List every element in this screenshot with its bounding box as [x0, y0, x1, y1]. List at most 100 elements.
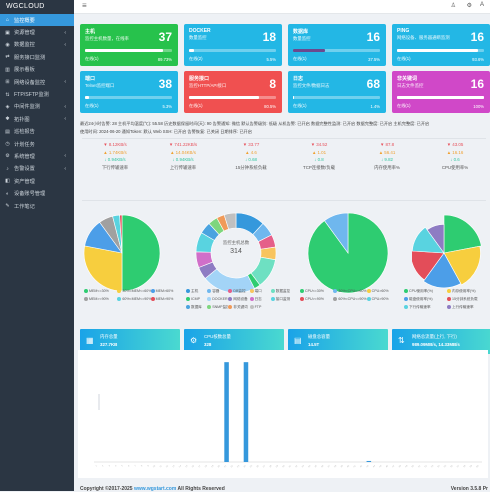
sidebar-item-11[interactable]: ⚙ 系统管理 ‹ — [0, 150, 74, 162]
legend-item[interactable]: MEM<=30% — [84, 288, 117, 294]
kpi-card[interactable]: ⚙ CPU核数总量 328 — [184, 329, 284, 354]
stat-avg: ▲ 16.16 — [446, 149, 464, 155]
info-line-1: 最近24小时告警: 28 主机平均温度(℃): 55.58 历史数据保留时间(天… — [80, 121, 430, 126]
pie-slice[interactable] — [119, 214, 123, 254]
legend-item[interactable]: 网络设备 — [228, 296, 249, 302]
stat-label: 15分钟系统负载 — [235, 164, 267, 170]
legend-item[interactable]: DOCKER — [207, 296, 228, 302]
legend-item[interactable]: 接口监测 — [270, 296, 292, 302]
bar[interactable] — [224, 362, 229, 462]
board-icon: ▥ — [5, 66, 10, 73]
card-progress-fill — [189, 49, 195, 52]
sidebar-item-10[interactable]: ◷ 计划任务 — [0, 138, 74, 150]
card-count: 8 — [269, 77, 276, 91]
user-menu[interactable]: A — [479, 2, 484, 8]
summary-card[interactable]: DOCKER 数量监控 18 在线(2) 5.5% — [184, 24, 282, 66]
legend-item[interactable]: 数据监控 — [270, 288, 292, 294]
pie-slice[interactable] — [223, 212, 237, 230]
card-percent: 1.4% — [370, 104, 380, 109]
kpi-card[interactable]: ▦ 内存总量 327.7KB — [80, 329, 180, 354]
menu-toggle-icon[interactable]: ≡ — [82, 1, 87, 10]
legend-item[interactable]: 60%<CPU<=90% — [333, 296, 367, 302]
legend-item[interactable]: DB监控 — [228, 288, 249, 294]
card-percent: 5.3% — [162, 104, 172, 109]
pie-slice[interactable] — [324, 212, 349, 254]
sidebar-item-0[interactable]: ⌂ 监控概要 — [0, 14, 74, 27]
x-tick-label: 60 — [476, 465, 480, 469]
topbar: ≡ ♙ ⚙ A — [74, 0, 490, 14]
sidebar-item-5[interactable]: ⊞ 网络设备监控 ‹ — [0, 76, 74, 88]
sidebar-item-9[interactable]: ▤ 巡检报告 — [0, 126, 74, 138]
settings-icon[interactable]: ⚙ — [466, 3, 472, 9]
summary-card[interactable]: 主机 监控主机数量，在线率 37 在线(1) 89.73% — [80, 24, 178, 66]
summary-card[interactable]: 非关键词 日志文件监控 16 在线(1) 100% — [392, 71, 490, 113]
kpi-card[interactable]: ⇅ 网络总流量(上行, 下行) 989.09MB/s, 14.33MB/s — [392, 329, 490, 354]
legend-item[interactable]: CPU<=30% — [300, 288, 333, 294]
summary-card[interactable]: 服务接口 监控HTTP/API接口 8 在线(1) 80.5% — [184, 71, 282, 113]
usage-rose-chart — [412, 214, 482, 289]
account-icon: ◐ — [5, 190, 10, 197]
summary-card[interactable]: 数据库 数量监控 16 在线(1) 37.5% — [288, 24, 386, 66]
legend-item[interactable]: 下行传输速率 — [404, 304, 447, 310]
legend-item[interactable]: FTP — [249, 304, 271, 310]
legend-item[interactable]: MEM>=90% — [84, 296, 117, 302]
legend-item[interactable]: 主机 — [186, 288, 207, 294]
sidebar-item-1[interactable]: ▣ 资源管理 ‹ — [0, 26, 74, 38]
legend-item[interactable]: 数据库 — [186, 304, 207, 310]
legend-item[interactable]: 磁盘使用率(%) — [404, 296, 447, 302]
legend-item[interactable]: MEM>90% — [150, 296, 184, 302]
pie-slice[interactable] — [443, 245, 481, 286]
sidebar-item-4[interactable]: ▥ 展示看板 — [0, 64, 74, 76]
sidebar-item-13[interactable]: ◧ 资产管理 — [0, 175, 74, 187]
legend-item[interactable]: 端口 — [249, 288, 271, 294]
summary-card[interactable]: 端口 Telnet监控端口 38 在线(1) 5.3% — [80, 71, 178, 113]
pie-slice[interactable] — [423, 252, 462, 289]
legend-item[interactable]: CPU>60% — [366, 288, 400, 294]
legend-item[interactable]: CPU>90% — [366, 296, 400, 302]
summary-card[interactable]: PING 网络设备、服务器通断监测 16 在线(1) 93.6% — [392, 24, 490, 66]
summary-card[interactable]: 日志 监控文件/数据日志 68 在线(1) 1.4% — [288, 71, 386, 113]
legend-item[interactable]: 容器 — [207, 288, 228, 294]
pie-slice[interactable] — [443, 214, 482, 254]
legend-item[interactable]: CPU>=90% — [300, 296, 333, 302]
sidebar-item-2[interactable]: ◉ 数据监控 ‹ — [0, 39, 74, 51]
stat-label: 内存使用率% — [374, 164, 400, 170]
card-progress — [397, 49, 484, 52]
legend-item[interactable]: 内存使用率(%) — [447, 288, 490, 294]
sidebar-item-7[interactable]: ◈ 中间件监测 ‹ — [0, 101, 74, 113]
legend-label: 15分钟系统负载 — [452, 297, 478, 301]
legend-item[interactable]: CPU使用率(%) — [404, 288, 447, 294]
legend-item[interactable]: ICMP — [186, 296, 207, 302]
legend-item[interactable]: 日志 — [249, 296, 271, 302]
sidebar-item-8[interactable]: ✱ 拓扑图 ‹ — [0, 113, 74, 125]
sidebar-item-15[interactable]: ✎ 工作笔记 — [0, 200, 74, 212]
legend-item[interactable]: 非关键词 — [228, 304, 249, 310]
sidebar-item-3[interactable]: ⇄ 服务接口监测 — [0, 51, 74, 63]
sidebar-item-14[interactable]: ◐ 设备账号管理 — [0, 187, 74, 199]
card-subtitle: 数量监控 — [293, 36, 311, 41]
legend-item[interactable]: SNMP监控 — [207, 304, 228, 310]
pie-slice[interactable] — [412, 250, 445, 281]
legend-item[interactable]: MEM>60% — [150, 288, 184, 294]
host-donut-chart — [195, 212, 277, 294]
legend-swatch — [447, 305, 451, 310]
legend-item[interactable]: 15分钟系统负载 — [447, 296, 490, 302]
legend-swatch — [207, 297, 212, 302]
legend-label: CPU>60% — [371, 289, 389, 293]
pie-slice[interactable] — [83, 245, 123, 292]
user-icon[interactable]: ♙ — [450, 3, 456, 9]
kpi-card[interactable]: ▤ 磁盘总容量 14.5T — [288, 329, 388, 354]
sidebar-item-6[interactable]: ⇅ FTP/SFTP监测 — [0, 88, 74, 100]
bar[interactable] — [366, 460, 372, 462]
legend-item[interactable]: 30%<MEM<=60% — [117, 288, 151, 294]
pie-slice[interactable] — [412, 226, 445, 254]
pie-slice[interactable] — [121, 214, 161, 292]
legend-item[interactable]: 上行传输速率 — [447, 304, 490, 310]
legend-item[interactable]: 60%<MEM<=90% — [117, 296, 151, 302]
site-link[interactable]: www.wgstart.com — [133, 486, 177, 492]
chevron-left-icon: ‹ — [64, 41, 66, 48]
sidebar-item-12[interactable]: ♪ 告警设置 ‹ — [0, 163, 74, 175]
pie-slice[interactable] — [426, 224, 445, 254]
bar[interactable] — [243, 362, 249, 462]
legend-item[interactable]: 30%<CPU<=60% — [333, 288, 367, 294]
